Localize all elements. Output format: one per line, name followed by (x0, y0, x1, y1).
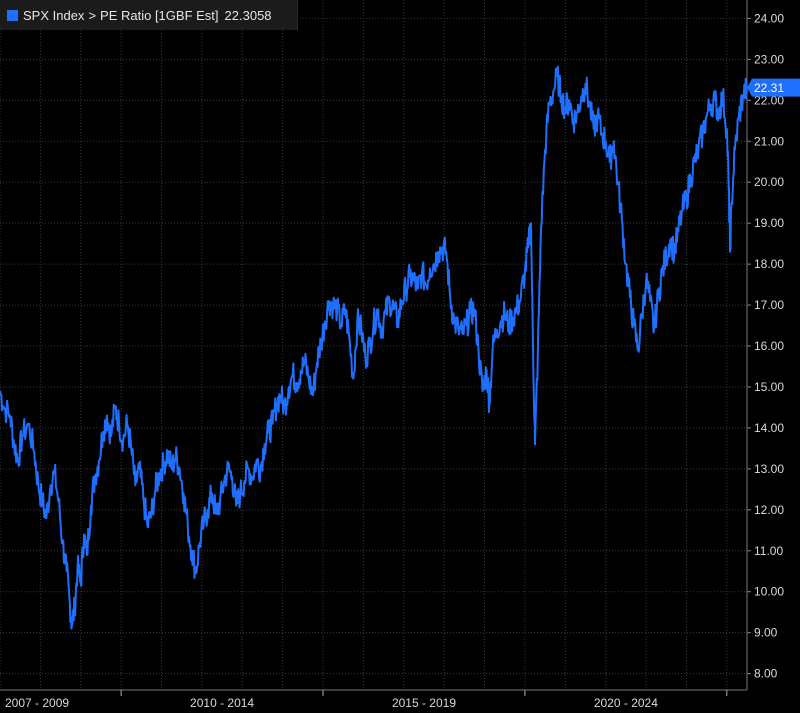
legend-series-label: SPX Index (23, 7, 85, 23)
y-tick-label: 20.00 (754, 175, 784, 189)
legend: SPX Index > PE Ratio [1GBF Est] 22.3058 (0, 0, 298, 30)
y-tick-label: 13.00 (754, 462, 784, 476)
last-value-badge (747, 78, 800, 97)
x-tick-label: 2015 - 2019 (392, 696, 456, 710)
x-tick-label: 2007 - 2009 (5, 696, 69, 710)
y-tick-label: 24.00 (754, 11, 784, 25)
y-tick-label: 19.00 (754, 216, 784, 230)
y-tick-label: 9.00 (754, 626, 778, 640)
y-tick-label: 8.00 (754, 667, 778, 681)
y-tick-label: 16.00 (754, 339, 784, 353)
legend-swatch (7, 9, 18, 21)
series-line (0, 65, 748, 630)
x-axis: 2007 - 2009 2010 - 2014 2015 - 2019 2020 - … (0, 689, 747, 710)
y-tick-label: 22.00 (754, 93, 784, 107)
y-tick-label: 23.00 (754, 52, 784, 66)
y-tick-label: 18.00 (754, 257, 784, 271)
x-tick-label: 2010 - 2014 (190, 696, 254, 710)
last-value-marker: 22.31 (747, 78, 800, 97)
x-tick-label: 2020 - 2024 (594, 696, 658, 710)
last-value-label: 22.31 (754, 81, 784, 95)
legend-separator: > (88, 7, 97, 23)
grid-lines (0, 0, 747, 690)
y-tick-label: 11.00 (754, 544, 783, 558)
y-tick-label: 21.00 (754, 134, 784, 148)
y-tick-label: 15.00 (754, 380, 784, 394)
y-tick-label: 10.00 (754, 585, 784, 599)
y-tick-label: 14.00 (754, 421, 784, 435)
y-axis: 8.00 9.00 10.00 11.00 12.00 13.00 14.00 15.00 16… (746, 0, 784, 690)
legend-last-value: 22.3058 (224, 7, 272, 23)
y-tick-label: 17.00 (754, 298, 784, 312)
legend-metric-label: PE Ratio [1GBF Est] (100, 7, 219, 23)
y-tick-label: 12.00 (754, 503, 784, 517)
